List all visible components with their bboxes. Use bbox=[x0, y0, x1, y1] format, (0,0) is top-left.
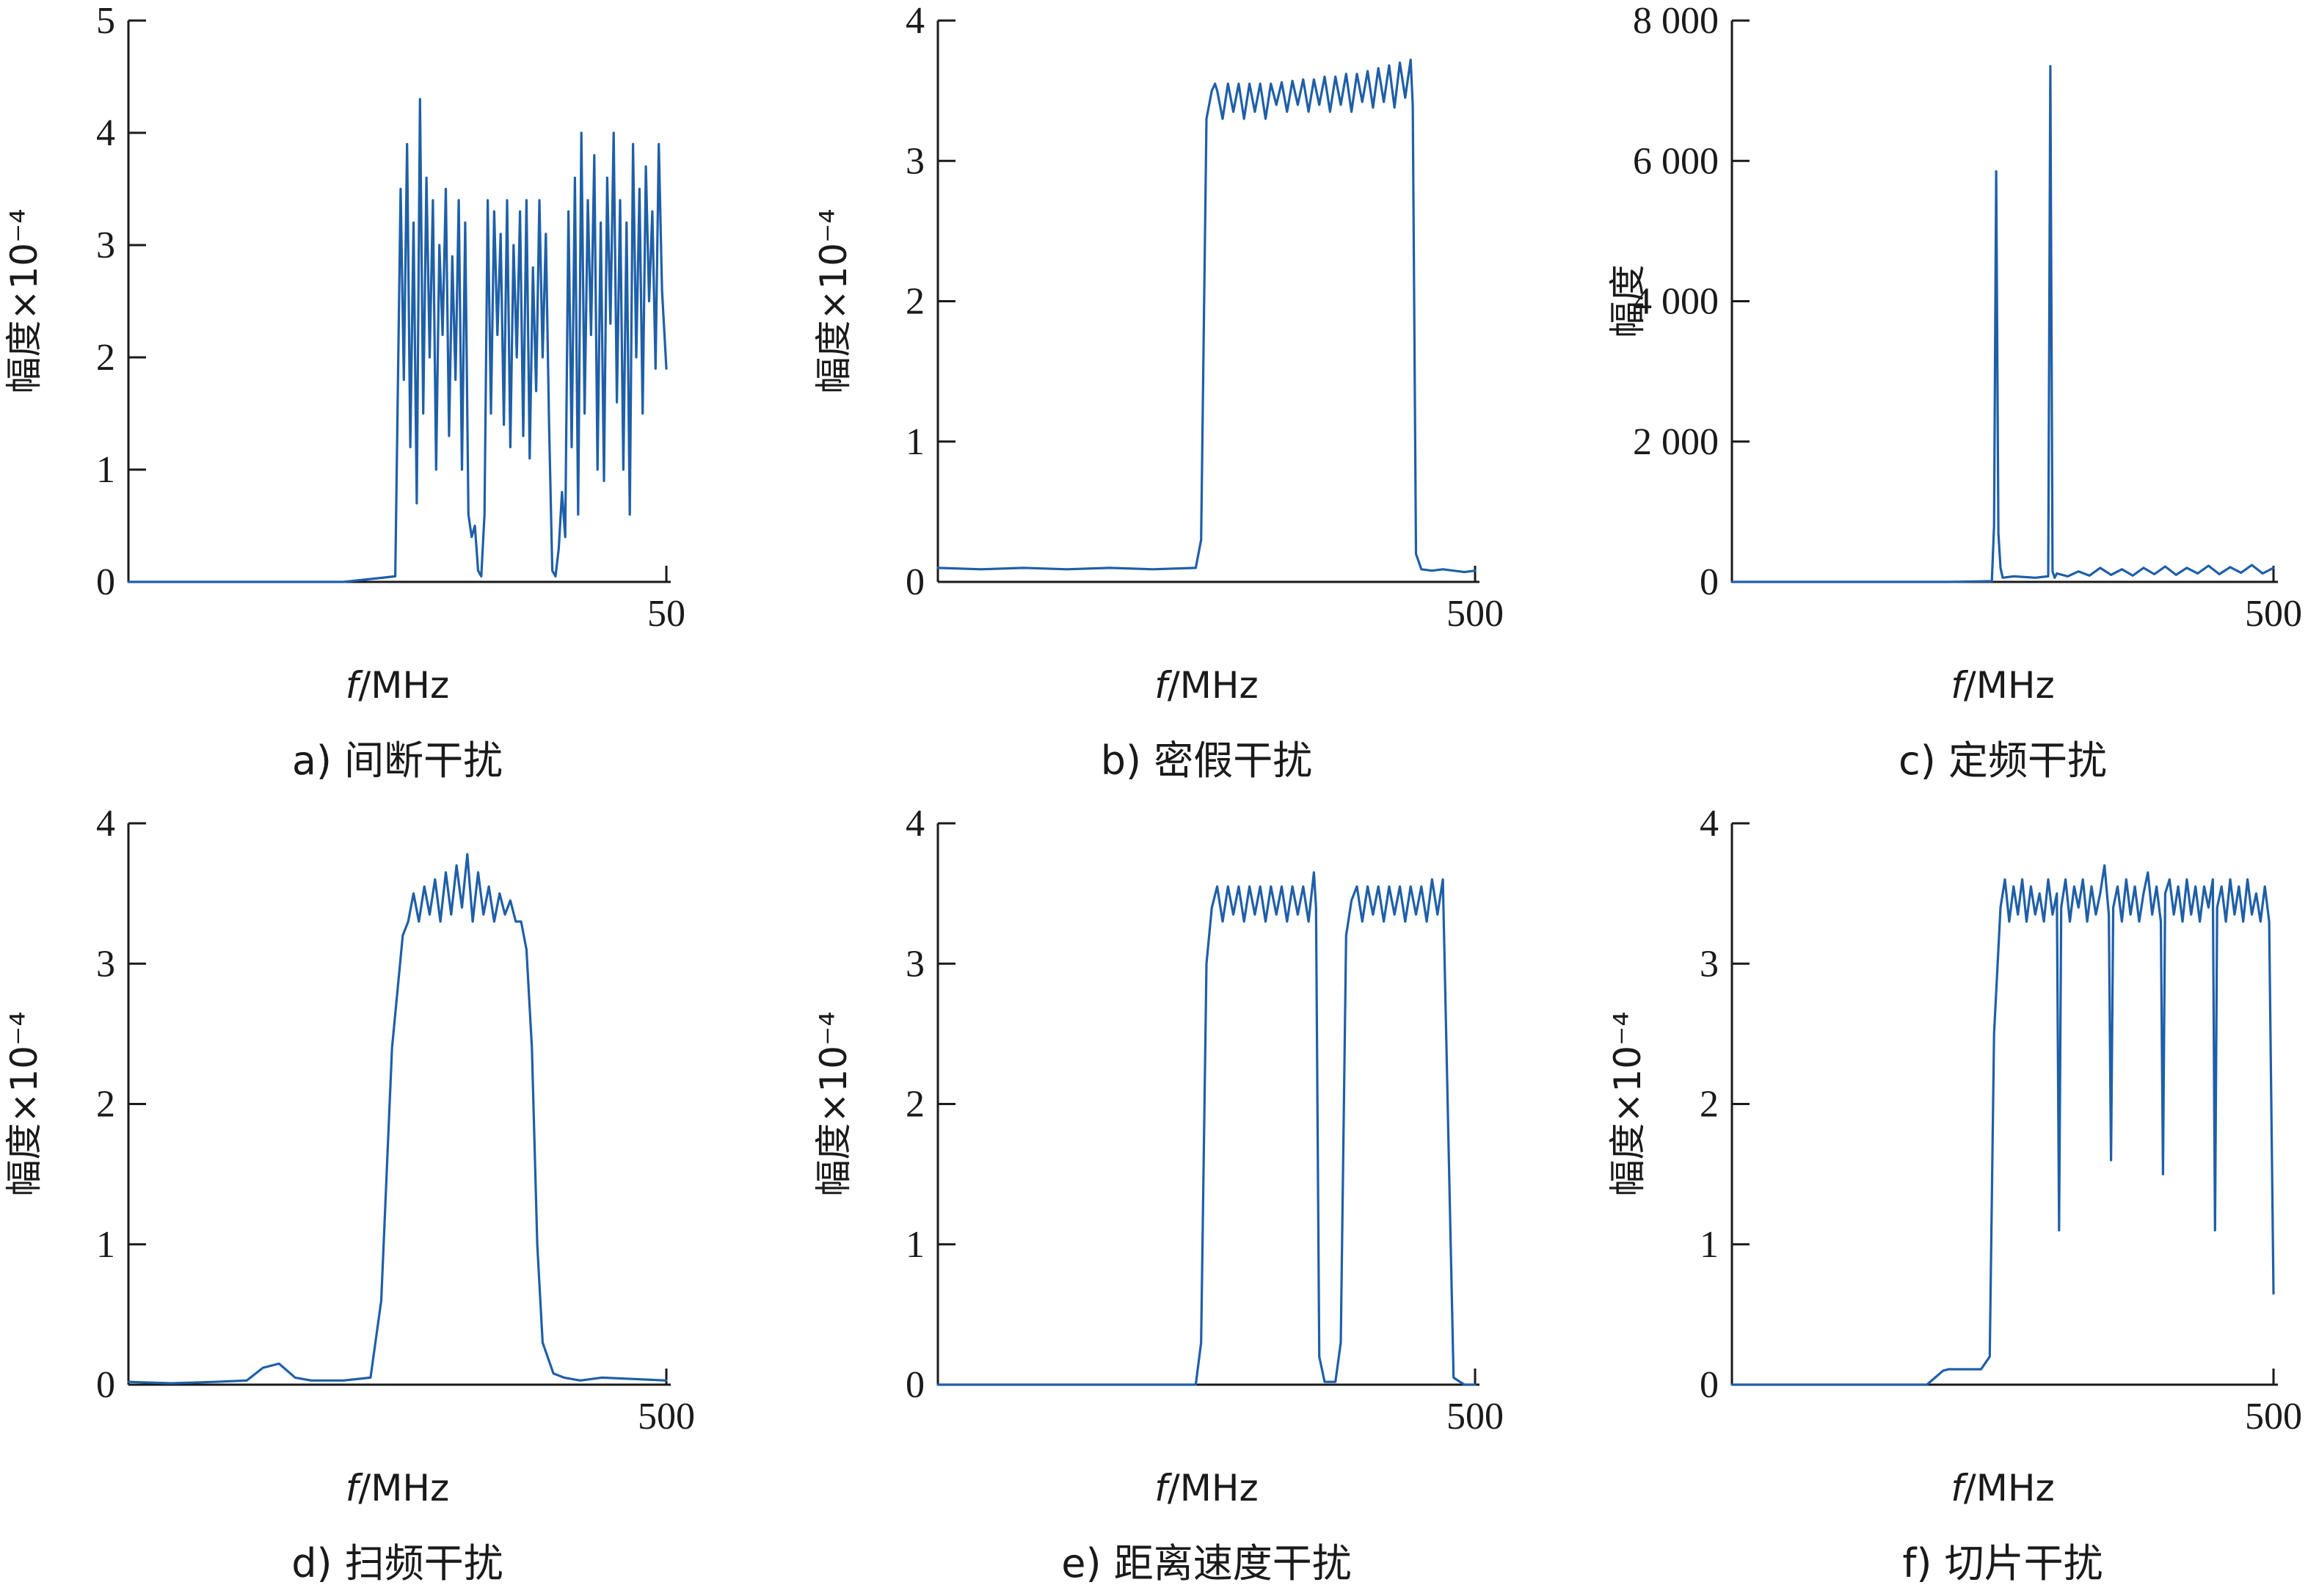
panel-caption: b) 密假干扰 bbox=[1101, 737, 1313, 784]
x-axis-title: f/MHz bbox=[1951, 664, 2054, 707]
chart-panel-6: 0 1 2 3 4 500 幅度×10⁻⁴ f/MHz f) 切片干扰 bbox=[1606, 803, 2302, 1586]
x-axis-title: f/MHz bbox=[346, 1467, 449, 1509]
x-axis-title-unit: /MHz bbox=[1168, 1467, 1259, 1509]
y-tick-label: 8 000 bbox=[1633, 0, 1719, 42]
x-axis-title-unit: /MHz bbox=[358, 664, 449, 707]
y-tick-label: 3 bbox=[96, 225, 115, 266]
chart-panel-2: 0 1 2 3 4 500 幅度×10⁻⁴ f/MHz b) 密假干扰 bbox=[812, 0, 1504, 784]
y-tick-label: 4 000 bbox=[1633, 281, 1719, 323]
y-tick-label: 1 bbox=[1700, 1224, 1719, 1266]
y-tick-label: 0 bbox=[96, 561, 115, 603]
x-axis-title-unit: /MHz bbox=[1964, 1467, 2055, 1509]
x-axis-title: f/MHz bbox=[1951, 1467, 2054, 1509]
y-tick-label: 1 bbox=[96, 449, 115, 491]
y-tick-label: 4 bbox=[96, 112, 115, 154]
chart-panels: 0 1 2 3 4 5 50 幅度×10⁻⁴ f/MHz a) 间断干扰 0 1 2 3 4 500 幅度×10… bbox=[3, 0, 2302, 1586]
y-tick-label: 0 bbox=[1700, 1364, 1719, 1406]
y-tick-label: 2 bbox=[906, 1084, 925, 1126]
x-tick-label: 500 bbox=[1446, 1396, 1504, 1438]
y-tick-label: 2 000 bbox=[1633, 421, 1719, 463]
series-line bbox=[127, 853, 668, 1385]
x-axis-title: f/MHz bbox=[346, 664, 449, 707]
y-axis-title: 幅度 bbox=[1606, 265, 1649, 338]
series-line bbox=[1730, 65, 2275, 583]
chart-panel-1: 0 1 2 3 4 5 50 幅度×10⁻⁴ f/MHz a) 间断干扰 bbox=[3, 0, 685, 784]
series-line bbox=[127, 98, 668, 583]
y-axis-title: 幅度×10⁻⁴ bbox=[1606, 1012, 1649, 1197]
chart-panel-4: 0 1 2 3 4 500 幅度×10⁻⁴ f/MHz d) 扫频干扰 bbox=[3, 803, 695, 1586]
y-tick-label: 4 bbox=[906, 0, 925, 42]
y-tick-label: 5 bbox=[96, 0, 115, 42]
y-axis-title: 幅度×10⁻⁴ bbox=[812, 209, 855, 394]
y-tick-label: 1 bbox=[906, 421, 925, 463]
y-tick-label: 3 bbox=[906, 140, 925, 182]
y-tick-label: 3 bbox=[96, 943, 115, 985]
series-line bbox=[936, 58, 1477, 574]
series-line bbox=[936, 871, 1477, 1386]
y-axis-title: 幅度×10⁻⁴ bbox=[812, 1012, 855, 1197]
x-axis-title-unit: /MHz bbox=[1168, 664, 1259, 707]
panel-caption: d) 扫频干扰 bbox=[291, 1540, 503, 1586]
panel-caption: a) 间断干扰 bbox=[292, 737, 503, 784]
y-tick-label: 3 bbox=[906, 943, 925, 985]
y-tick-label: 0 bbox=[906, 1364, 925, 1406]
y-tick-label: 2 bbox=[906, 281, 925, 323]
x-tick-label: 50 bbox=[647, 593, 685, 635]
x-tick-label: 500 bbox=[638, 1396, 695, 1438]
y-tick-label: 2 bbox=[1700, 1084, 1719, 1126]
x-axis-title: f/MHz bbox=[1154, 1467, 1258, 1509]
chart-panel-3: 0 2 000 4 000 6 000 8 000 500 幅度 f/MHz c) 定频干扰 bbox=[1606, 0, 2302, 784]
y-tick-label: 2 bbox=[96, 337, 115, 379]
x-tick-label: 500 bbox=[2245, 1396, 2302, 1438]
y-axis-title: 幅度×10⁻⁴ bbox=[3, 209, 45, 394]
y-tick-label: 2 bbox=[96, 1084, 115, 1126]
chart-panel-5: 0 1 2 3 4 500 幅度×10⁻⁴ f/MHz e) 距离速度干扰 bbox=[812, 803, 1504, 1586]
x-axis-title-unit: /MHz bbox=[358, 1467, 449, 1509]
y-tick-label: 4 bbox=[906, 803, 925, 845]
y-tick-label: 4 bbox=[1700, 803, 1719, 845]
y-tick-label: 1 bbox=[96, 1224, 115, 1266]
x-tick-label: 500 bbox=[2245, 593, 2302, 635]
y-tick-label: 6 000 bbox=[1633, 140, 1719, 182]
x-axis-title: f/MHz bbox=[1154, 664, 1258, 707]
y-tick-label: 3 bbox=[1700, 943, 1719, 985]
y-tick-label: 0 bbox=[906, 561, 925, 603]
panel-caption: c) 定频干扰 bbox=[1899, 737, 2107, 784]
y-axis-title: 幅度×10⁻⁴ bbox=[3, 1012, 45, 1197]
x-axis-title-unit: /MHz bbox=[1964, 664, 2055, 707]
y-tick-label: 0 bbox=[96, 1364, 115, 1406]
y-tick-label: 4 bbox=[96, 803, 115, 845]
y-tick-label: 1 bbox=[906, 1224, 925, 1266]
series-line bbox=[1730, 864, 2275, 1386]
y-tick-label: 0 bbox=[1700, 561, 1719, 603]
x-tick-label: 500 bbox=[1446, 593, 1504, 635]
panel-caption: e) 距离速度干扰 bbox=[1061, 1540, 1351, 1586]
panel-caption: f) 切片干扰 bbox=[1902, 1540, 2103, 1586]
